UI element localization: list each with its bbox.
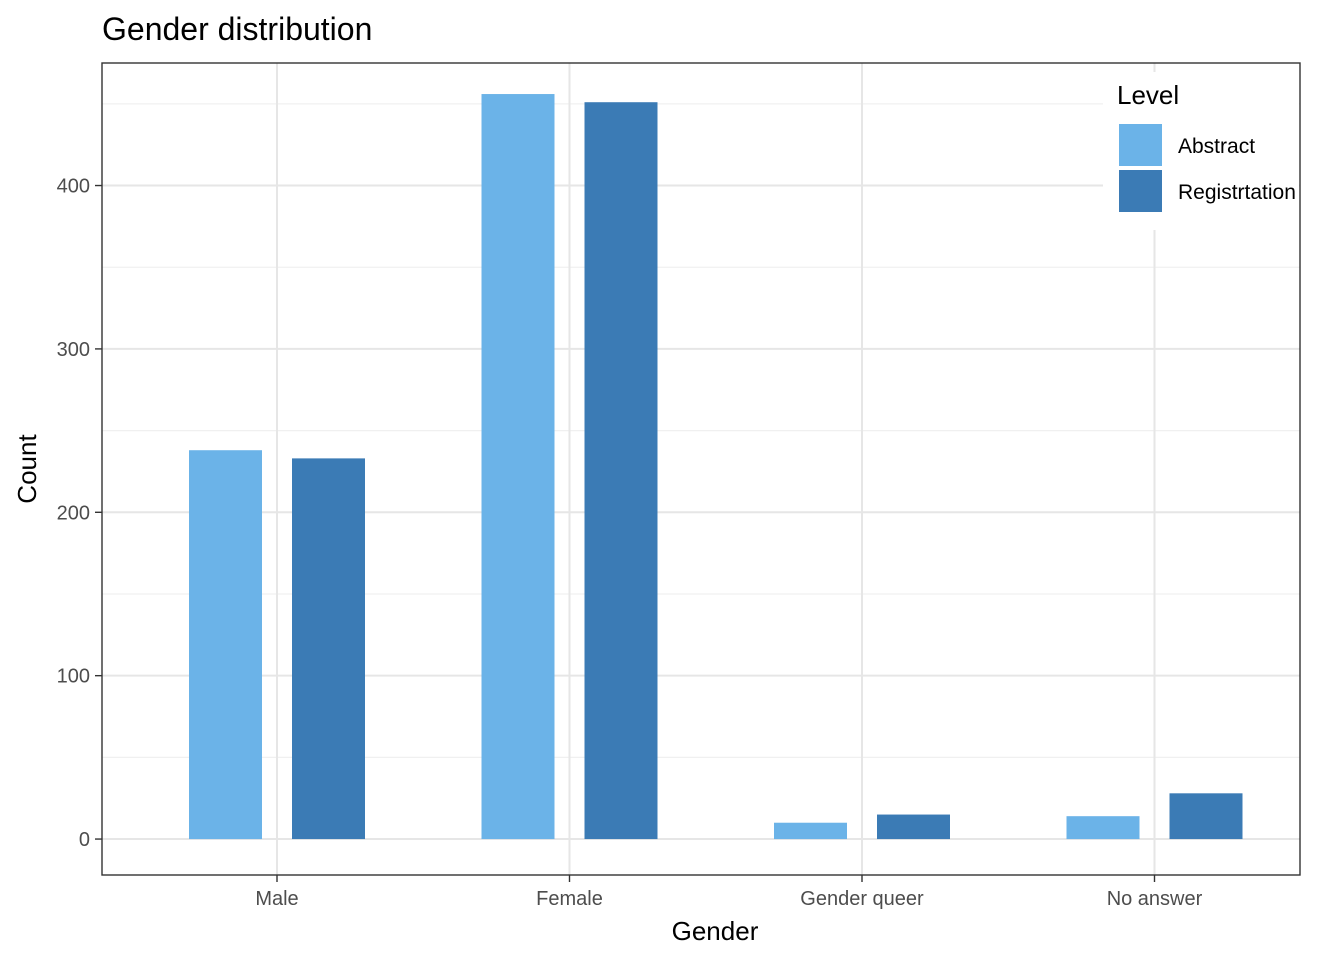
bar-abstract	[189, 450, 262, 840]
y-axis-title: Count	[12, 434, 42, 504]
legend: Level Abstract Registrtation	[1103, 72, 1299, 230]
bar-registration	[292, 458, 365, 840]
x-axis-ticks: Male Female Gender queer No answer	[255, 875, 1203, 910]
bars	[189, 94, 1243, 840]
legend-label: Registrtation	[1178, 181, 1296, 204]
x-tick-label: Gender queer	[800, 888, 924, 910]
y-tick-label: 400	[57, 176, 90, 198]
bar-registration	[584, 102, 658, 840]
x-tick-label: Male	[255, 888, 298, 910]
y-tick-label: 200	[57, 502, 90, 524]
bar-abstract	[774, 822, 847, 840]
legend-label: Abstract	[1178, 135, 1255, 158]
legend-key	[1119, 170, 1162, 212]
y-axis-ticks: 0 100 200 300 400	[57, 176, 102, 851]
legend-key	[1119, 124, 1162, 166]
x-tick-label: No answer	[1107, 888, 1203, 910]
bar-abstract	[1066, 816, 1140, 840]
y-tick-label: 300	[57, 339, 90, 361]
legend-title: Level	[1117, 80, 1179, 110]
bar-abstract	[481, 94, 555, 840]
bar-registration	[877, 814, 950, 840]
legend-items: Abstract Registrtation	[1119, 124, 1296, 212]
y-tick-label: 0	[79, 829, 90, 851]
x-tick-label: Female	[536, 888, 603, 910]
x-axis-title: Gender	[672, 916, 759, 946]
y-tick-label: 100	[57, 666, 90, 688]
chart-title: Gender distribution	[102, 11, 372, 47]
bar-registration	[1169, 793, 1243, 840]
panel-border	[101, 62, 1301, 876]
